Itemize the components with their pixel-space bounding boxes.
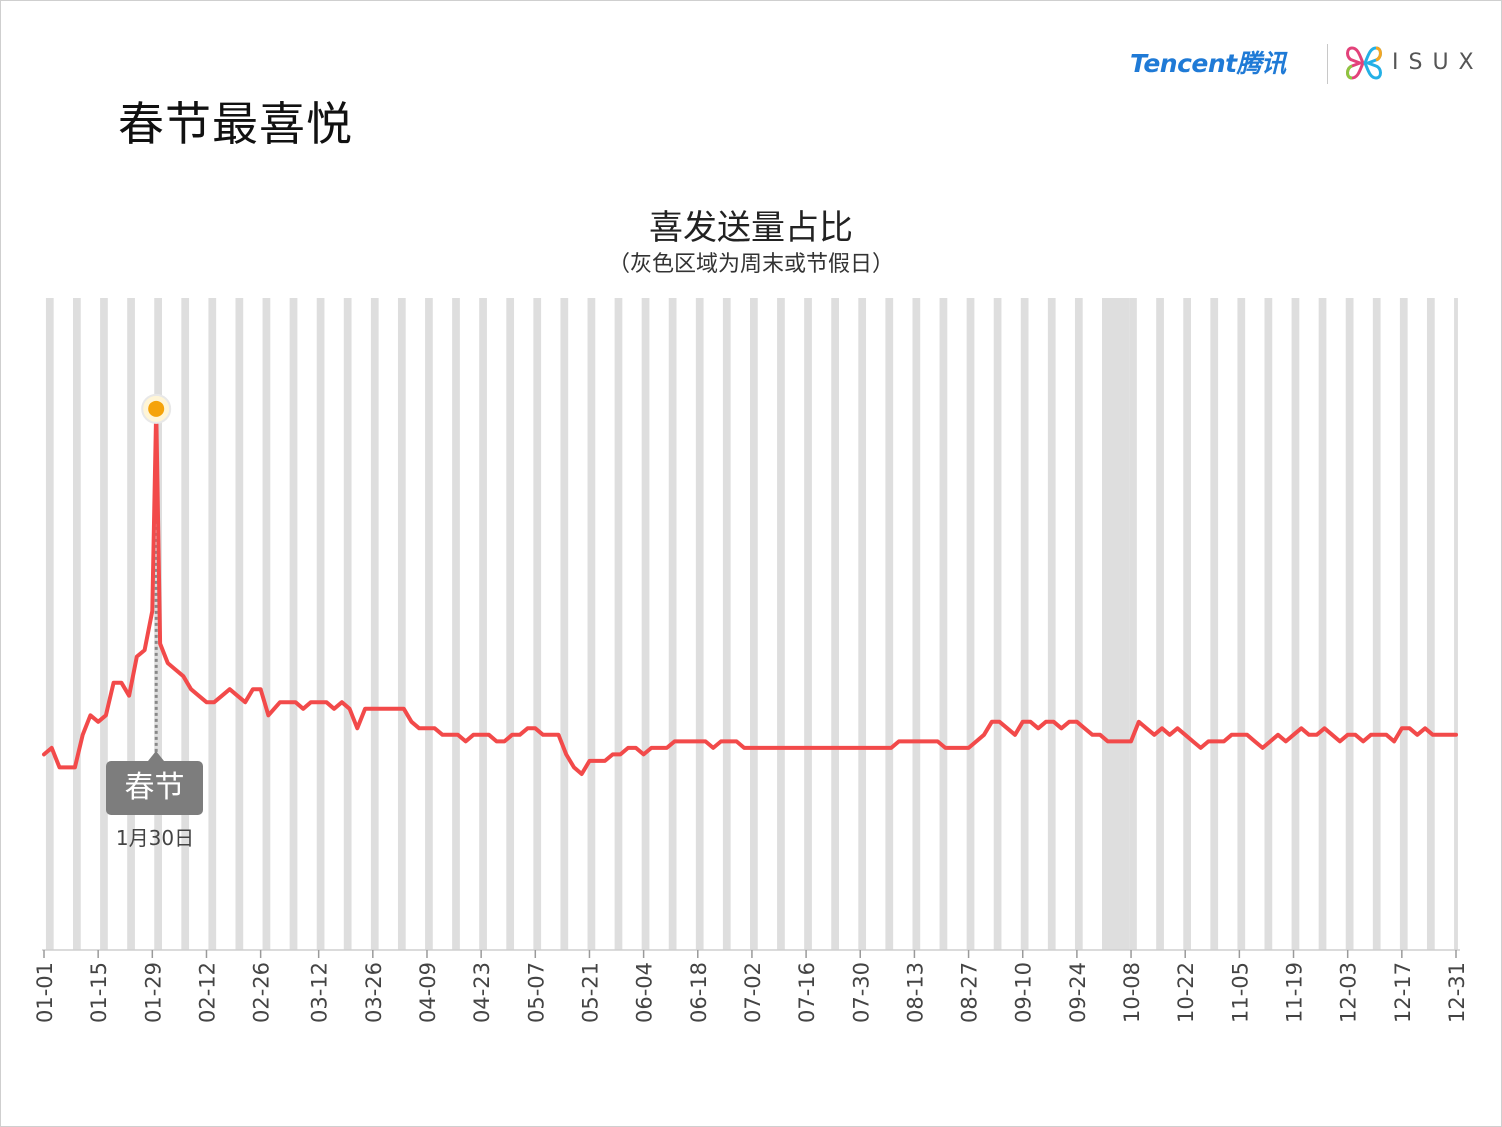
weekend-band bbox=[533, 298, 542, 950]
weekend-band bbox=[939, 298, 948, 950]
weekend-band bbox=[831, 298, 839, 950]
weekend-band bbox=[1074, 298, 1083, 950]
weekend-band bbox=[1237, 298, 1246, 950]
weekend-band bbox=[1291, 298, 1300, 950]
chart-subtitle: （灰色区域为周末或节假日） bbox=[607, 252, 894, 277]
x-tick-label: 09-24 bbox=[1066, 962, 1090, 1023]
annotation-date: 1月30日 bbox=[115, 826, 195, 850]
weekend-band bbox=[1047, 298, 1056, 950]
chart-title: 喜发送量占比 bbox=[649, 208, 853, 248]
weekend-band bbox=[750, 298, 758, 950]
weekend-band bbox=[316, 298, 325, 950]
x-tick-label: 09-10 bbox=[1012, 962, 1036, 1023]
weekend-band bbox=[506, 298, 515, 950]
x-tick-label: 05-07 bbox=[524, 962, 548, 1023]
x-tick-label: 03-26 bbox=[362, 962, 386, 1023]
weekend-band bbox=[1399, 298, 1408, 950]
x-tick-label: 05-21 bbox=[578, 962, 602, 1023]
weekend-band bbox=[560, 298, 569, 950]
tencent-logo: Tencent腾讯 bbox=[1130, 49, 1286, 78]
x-tick-label: 06-18 bbox=[687, 962, 711, 1023]
x-tick-label: 01-15 bbox=[87, 962, 111, 1023]
page-title: 春节最喜悦 bbox=[118, 97, 353, 151]
weekend-band bbox=[1156, 298, 1164, 950]
weekend-band bbox=[1426, 298, 1435, 950]
x-tick-label: 11-05 bbox=[1228, 962, 1252, 1023]
x-axis-ticks bbox=[43, 950, 1457, 958]
weekend-band bbox=[425, 298, 433, 950]
weekend-band bbox=[100, 298, 108, 950]
weekend-band bbox=[45, 298, 54, 950]
holiday-band bbox=[1102, 298, 1130, 950]
weekend-band bbox=[1129, 298, 1137, 950]
weekend-band bbox=[695, 298, 704, 950]
logo-divider bbox=[1327, 44, 1328, 84]
weekend-band bbox=[885, 298, 894, 950]
weekend-band bbox=[804, 298, 812, 950]
weekend-band bbox=[587, 298, 596, 950]
annotation-pointer bbox=[148, 751, 164, 761]
weekend-band bbox=[614, 298, 623, 950]
weekend-band bbox=[641, 298, 650, 950]
x-tick-label: 07-02 bbox=[741, 962, 765, 1023]
weekend-band bbox=[343, 298, 352, 950]
weekend-band bbox=[397, 298, 406, 950]
weekend-band bbox=[1318, 298, 1327, 950]
weekend-band bbox=[235, 298, 244, 950]
x-tick-label: 04-23 bbox=[470, 962, 494, 1023]
weekend-band bbox=[1454, 298, 1458, 950]
series-line bbox=[42, 406, 1458, 776]
weekend-bands bbox=[45, 298, 1458, 950]
weekend-band bbox=[127, 298, 135, 950]
isux-logo-text: ISUX bbox=[1392, 50, 1484, 75]
weekend-band bbox=[479, 298, 487, 950]
x-tick-label: 11-19 bbox=[1283, 962, 1307, 1023]
weekend-band bbox=[208, 298, 217, 950]
weekend-band bbox=[262, 298, 271, 950]
x-tick-label: 06-04 bbox=[633, 962, 657, 1023]
x-tick-label: 01-29 bbox=[141, 962, 165, 1023]
x-tick-label: 10-22 bbox=[1174, 962, 1198, 1023]
x-tick-label: 04-09 bbox=[416, 962, 440, 1023]
weekend-band bbox=[1345, 298, 1354, 950]
x-tick-label: 12-03 bbox=[1337, 962, 1361, 1023]
weekend-band bbox=[858, 298, 867, 950]
x-tick-label: 07-16 bbox=[795, 962, 819, 1023]
x-axis-tick-labels: 01-01 01-15 01-29 02-12 02-26 03-12 03-26 04-09… bbox=[33, 962, 1469, 1023]
x-tick-label: 12-31 bbox=[1445, 962, 1469, 1023]
weekend-band bbox=[181, 298, 190, 950]
isux-logo-icon bbox=[1346, 46, 1382, 80]
x-tick-label: 07-30 bbox=[849, 962, 873, 1023]
weekend-band bbox=[1020, 298, 1029, 950]
weekend-band bbox=[777, 298, 785, 950]
x-tick-label: 01-01 bbox=[33, 962, 57, 1023]
weekend-band bbox=[993, 298, 1002, 950]
x-tick-label: 08-13 bbox=[903, 962, 927, 1023]
weekend-band bbox=[966, 298, 975, 950]
weekend-band bbox=[722, 298, 731, 950]
weekend-band bbox=[289, 298, 298, 950]
x-tick-label: 03-12 bbox=[308, 962, 332, 1023]
x-tick-label: 02-12 bbox=[195, 962, 219, 1023]
peak-marker bbox=[148, 400, 165, 417]
x-tick-label: 12-17 bbox=[1391, 962, 1415, 1023]
weekend-band bbox=[1264, 298, 1273, 950]
weekend-band bbox=[668, 298, 677, 950]
weekend-band bbox=[1210, 298, 1219, 950]
weekend-band bbox=[370, 298, 379, 950]
x-tick-label: 08-27 bbox=[958, 962, 982, 1023]
weekend-band bbox=[1183, 298, 1192, 950]
weekend-band bbox=[1372, 298, 1381, 950]
weekend-band bbox=[73, 298, 81, 950]
weekend-band bbox=[452, 298, 460, 950]
annotation-label: 春节 bbox=[106, 761, 203, 815]
x-tick-label: 02-26 bbox=[250, 962, 274, 1023]
weekend-band bbox=[912, 298, 921, 950]
x-tick-label: 10-08 bbox=[1120, 962, 1144, 1023]
